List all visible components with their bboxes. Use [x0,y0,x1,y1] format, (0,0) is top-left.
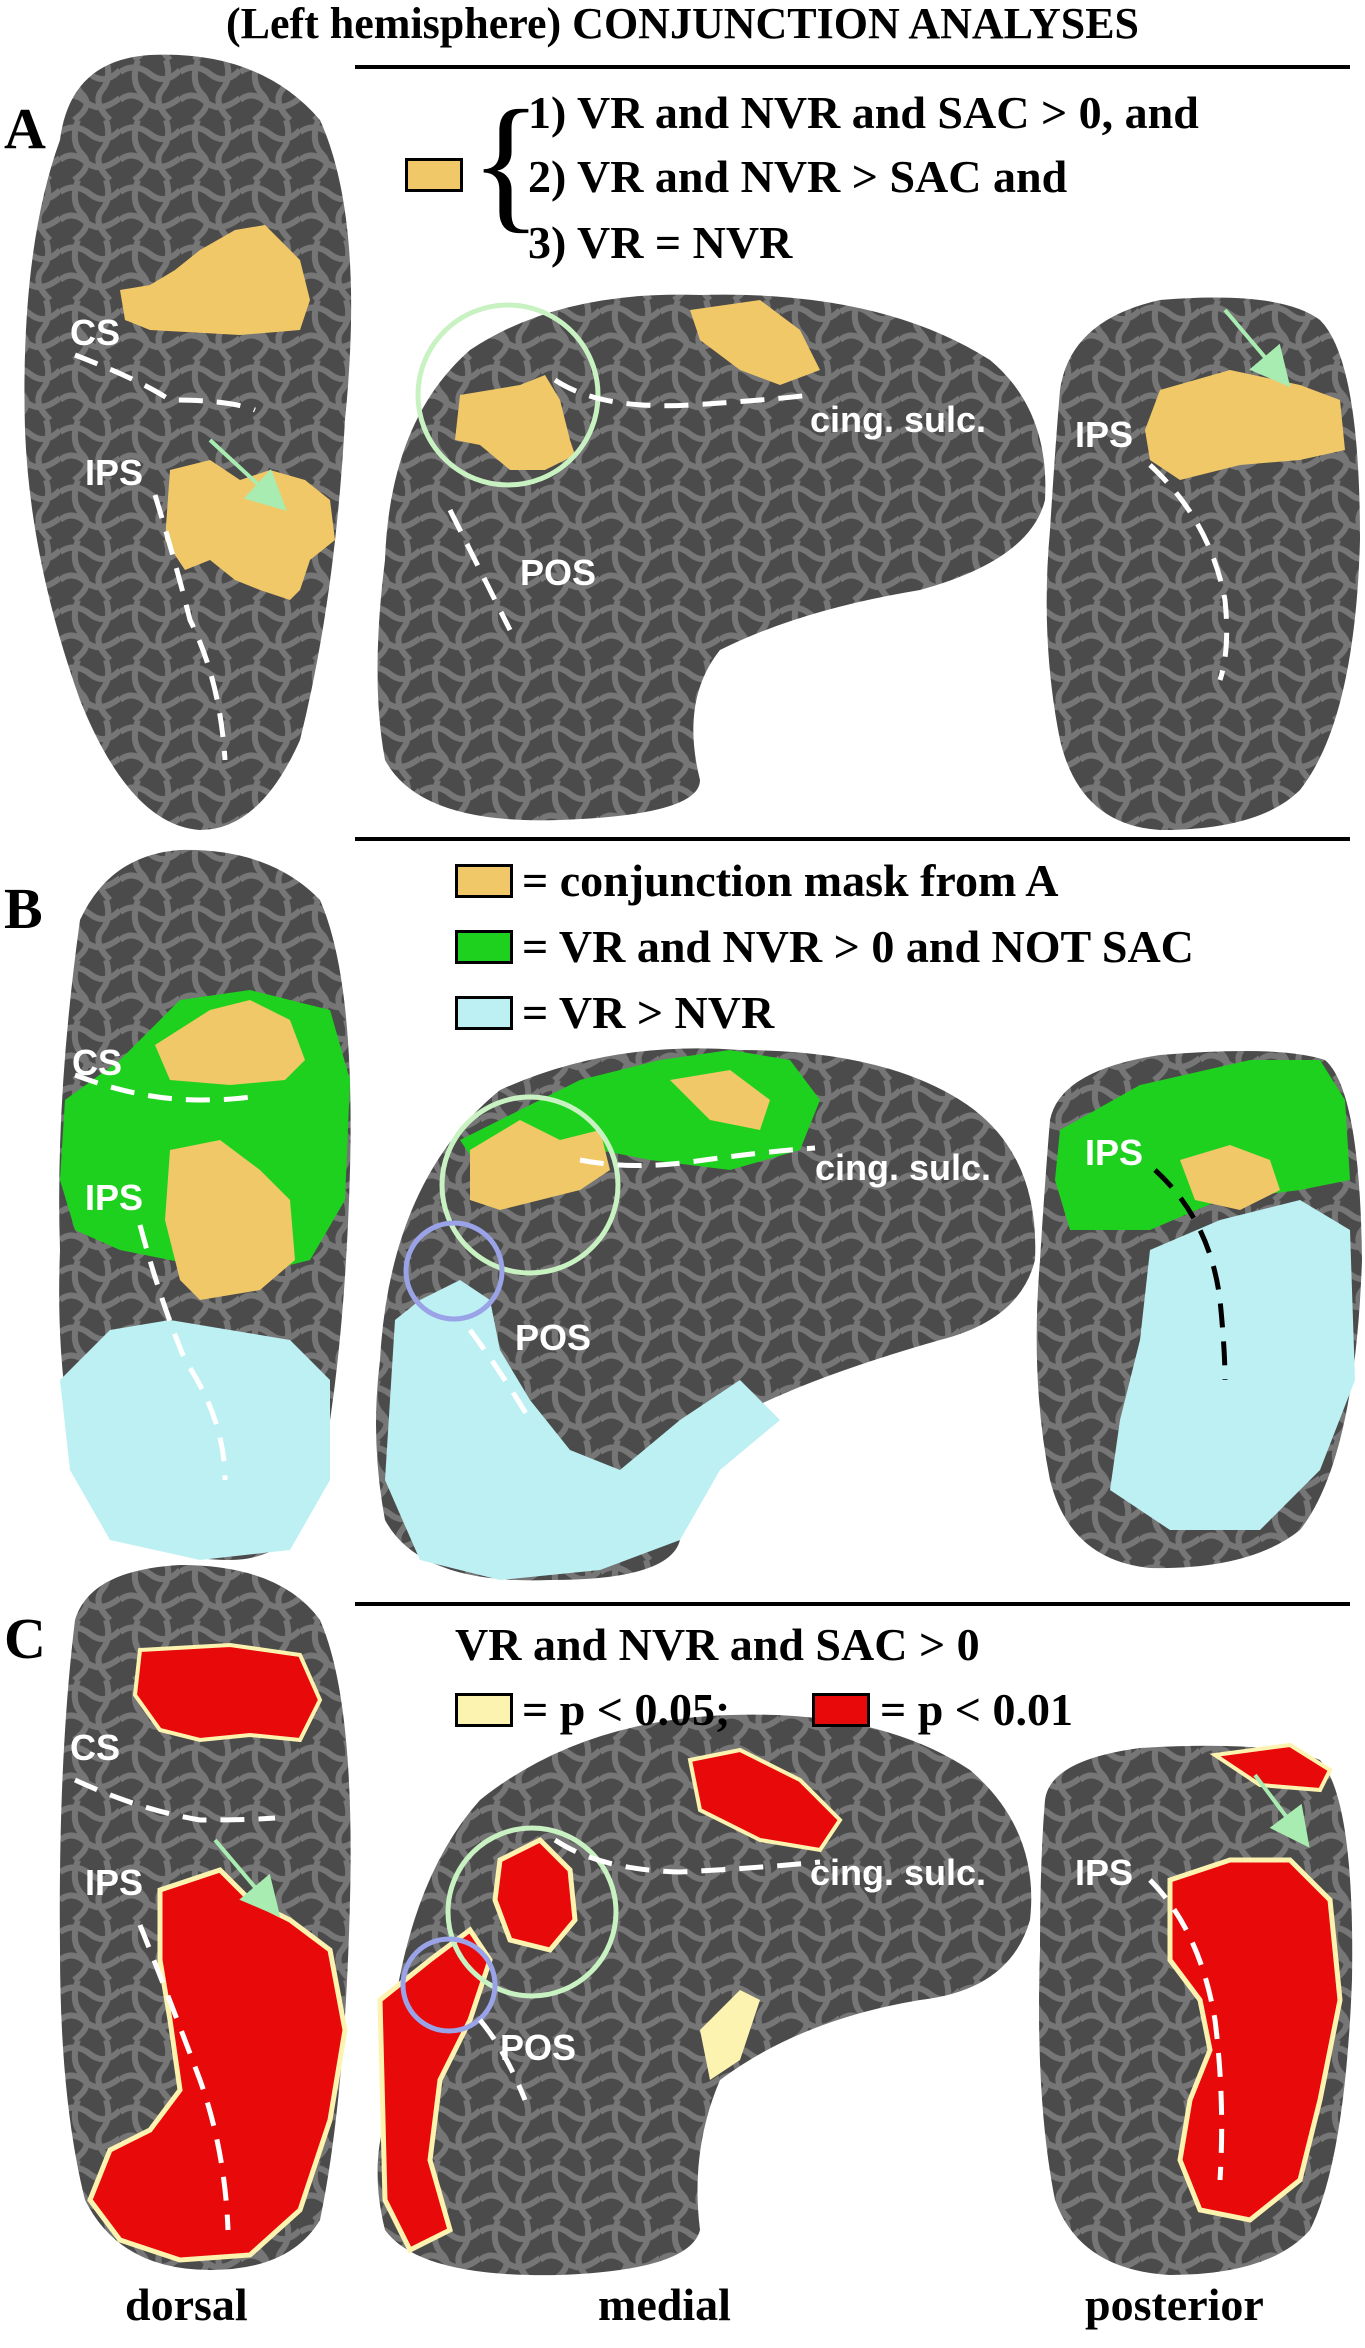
row-b-brains [59,849,1362,1581]
medial-a-conj-cing [690,300,820,385]
view-label-dorsal: dorsal [125,2279,248,2330]
label-cing-a: cing. sulc. [810,399,986,440]
row-c-brains [59,1565,1353,2276]
dorsal-b-conj [155,1000,305,1300]
dorsal-c-red-upper [132,1642,323,1743]
medial-brain-a [377,294,1046,821]
figure-title: (Left hemisphere) CONJUNCTION ANALYSES [225,0,1140,48]
panel-a-criterion-1: 1) VR and NVR and SAC > 0, and [528,87,1199,138]
legend-c-swatch-high [812,1693,870,1727]
panel-a-rule [355,65,1350,69]
legend-b-swatch-green [455,930,513,964]
panel-a-criterion-2: 2) VR and NVR > SAC and [528,151,1068,202]
panel-c-letter: C [4,1606,46,1671]
medial-c-red-circle [492,1836,578,1953]
posterior-brain-a [1046,297,1360,830]
panel-b-letter: B [4,876,43,941]
label-ips-c: IPS [85,1862,143,1903]
panel-c-heading: VR and NVR and SAC > 0 [455,1619,980,1670]
label-pos-a: POS [520,552,596,593]
posterior-a-conj [1145,370,1345,480]
view-label-posterior: posterior [1085,2279,1264,2330]
medial-b-conj [470,1070,770,1210]
legend-b-swatch-cyan [455,996,513,1030]
panel-a-swatch [405,158,463,192]
medial-b-cyan [385,1280,780,1580]
label-ips-c-post: IPS [1075,1852,1133,1893]
row-a-brains [24,54,1360,830]
green-circle-b [439,1094,621,1276]
label-pos-c: POS [500,2027,576,2068]
dorsal-b-cyan [60,1320,330,1560]
legend-c-swatch-low [455,1693,513,1727]
legend-b-text-cyan: = VR > NVR [522,987,775,1038]
panel-b-rule [355,837,1350,841]
medial-c-yellow-blob [700,1990,760,2080]
label-ips-a: IPS [85,452,143,493]
label-cs-b: CS [72,1042,122,1083]
label-ips-a-post: IPS [1075,414,1133,455]
label-cing-b: cing. sulc. [815,1147,991,1188]
green-circle-c [445,1825,619,1999]
label-pos-b: POS [515,1317,591,1358]
dorsal-brain-a [24,54,352,830]
legend-c-text-low: = p < 0.05; [522,1684,731,1735]
legend-b-text-green: = VR and NVR > 0 and NOT SAC [522,921,1194,972]
posterior-b-cyan [1110,1200,1355,1530]
green-circle-a [415,302,601,488]
posterior-c-red-top [1209,1742,1333,1793]
label-cs-c: CS [70,1727,120,1768]
label-cs-a: CS [70,312,120,353]
legend-b-text-conj: = conjunction mask from A [522,855,1059,906]
label-ips-b-post: IPS [1085,1132,1143,1173]
medial-c-red-cing [687,1747,843,1853]
view-label-medial: medial [598,2279,731,2330]
dorsal-a-conj-lower [165,460,335,600]
blue-circle-b [403,1220,505,1322]
posterior-c-red [1167,1857,1343,2223]
panel-a-brace: { [470,80,542,246]
panel-c-rule [355,1602,1350,1606]
label-cing-c: cing. sulc. [810,1852,986,1893]
legend-b-swatch-conj [455,864,513,898]
label-ips-b: IPS [85,1177,143,1218]
medial-a-conj [455,375,575,470]
panel-a-criterion-3: 3) VR = NVR [528,217,793,268]
dorsal-a-conj-upper [120,225,310,335]
posterior-b-conj [1180,1145,1280,1210]
panel-a-letter: A [4,96,46,161]
blue-circle-c [400,1936,498,2034]
legend-c-text-high: = p < 0.01 [880,1684,1074,1735]
dorsal-c-red-lower [87,1867,348,2263]
